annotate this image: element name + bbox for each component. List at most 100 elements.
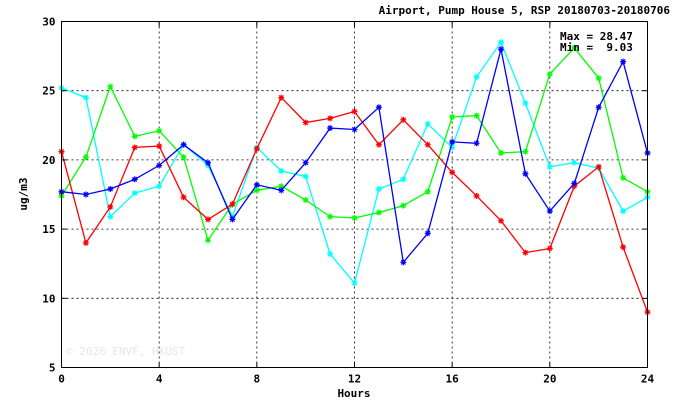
data-point (205, 159, 211, 166)
data-point (278, 187, 285, 194)
data-point (302, 173, 309, 180)
data-point (278, 94, 285, 101)
data-point (522, 249, 529, 256)
data-point (351, 280, 358, 287)
data-point (498, 217, 504, 224)
data-point (351, 215, 358, 222)
data-point (327, 213, 334, 220)
x-tick-label: 20 (543, 373, 556, 386)
x-tick-label: 0 (58, 373, 65, 386)
data-point (302, 119, 309, 126)
data-point (620, 174, 627, 181)
data-point (424, 188, 431, 195)
data-point (180, 194, 187, 201)
data-point (546, 71, 553, 78)
x-tick-label: 4 (156, 373, 163, 386)
x-axis-title: Hours (337, 387, 370, 400)
data-point (595, 104, 602, 111)
data-point (180, 141, 187, 148)
data-point (156, 162, 163, 169)
data-point (229, 216, 236, 223)
grid (61, 21, 648, 368)
y-tick-label: 5 (49, 362, 56, 375)
data-point (400, 176, 407, 183)
data-point (156, 127, 163, 134)
data-point (327, 251, 334, 258)
data-point (449, 113, 456, 120)
series-4 (58, 46, 651, 266)
data-point (107, 185, 114, 192)
data-point (278, 167, 285, 174)
data-point (131, 176, 138, 183)
data-point (400, 202, 407, 209)
min-label: Min = 9.03 (560, 41, 633, 54)
data-point (131, 144, 138, 151)
data-point (375, 209, 382, 216)
data-point (107, 83, 114, 90)
data-point (180, 154, 187, 161)
data-point (302, 159, 309, 166)
x-tick-label: 8 (254, 373, 261, 386)
data-point (375, 104, 382, 111)
data-point (595, 75, 602, 82)
y-tick-label: 25 (42, 85, 55, 98)
data-point (498, 46, 504, 53)
data-point (351, 108, 358, 115)
chart-title: Airport, Pump House 5, RSP 20180703-2018… (379, 4, 671, 17)
data-point (156, 183, 163, 190)
data-point (498, 39, 504, 46)
data-point (473, 192, 480, 199)
data-point (278, 183, 285, 190)
data-point (473, 112, 480, 119)
data-point (156, 143, 163, 150)
data-point (620, 244, 627, 251)
data-point (327, 115, 334, 122)
y-tick-label: 15 (42, 223, 55, 236)
data-point (375, 141, 382, 148)
data-point (375, 185, 382, 192)
data-point (424, 230, 431, 237)
data-point (253, 187, 260, 194)
data-point (400, 259, 407, 266)
watermark: © 2026 ENVF, HKUST (66, 345, 186, 358)
data-point (302, 197, 309, 204)
data-point (522, 100, 529, 107)
data-point (449, 169, 456, 176)
data-point (473, 140, 480, 147)
data-point (82, 239, 89, 246)
data-point (327, 125, 334, 132)
ticks: 0 4 8 12 16 20 24 5 10 15 20 25 30 (42, 16, 654, 386)
data-point (473, 73, 480, 80)
data-point (424, 141, 431, 148)
x-tick-label: 24 (641, 373, 655, 386)
y-axis-title: ug/m3 (17, 177, 30, 210)
series-layer (58, 39, 651, 316)
data-point (131, 190, 138, 197)
data-point (107, 213, 114, 220)
data-point (82, 154, 89, 161)
data-point (205, 216, 211, 223)
max-label: Max = 28.47 (560, 30, 633, 43)
data-point (82, 191, 89, 198)
data-point (595, 163, 602, 170)
data-point (131, 133, 138, 140)
data-point (424, 120, 431, 127)
data-point (498, 149, 504, 156)
data-point (351, 126, 358, 133)
data-point (449, 138, 456, 145)
data-point (107, 203, 114, 210)
y-tick-label: 30 (42, 16, 55, 29)
data-point (253, 181, 260, 188)
data-point (253, 145, 260, 152)
data-point (449, 144, 456, 151)
x-tick-label: 16 (446, 373, 460, 386)
data-point (571, 159, 578, 166)
x-tick-label: 12 (348, 373, 361, 386)
y-tick-label: 20 (42, 154, 55, 167)
data-point (82, 94, 89, 101)
data-point (522, 170, 529, 177)
data-point (546, 208, 553, 215)
data-point (522, 148, 529, 155)
data-point (546, 163, 553, 170)
